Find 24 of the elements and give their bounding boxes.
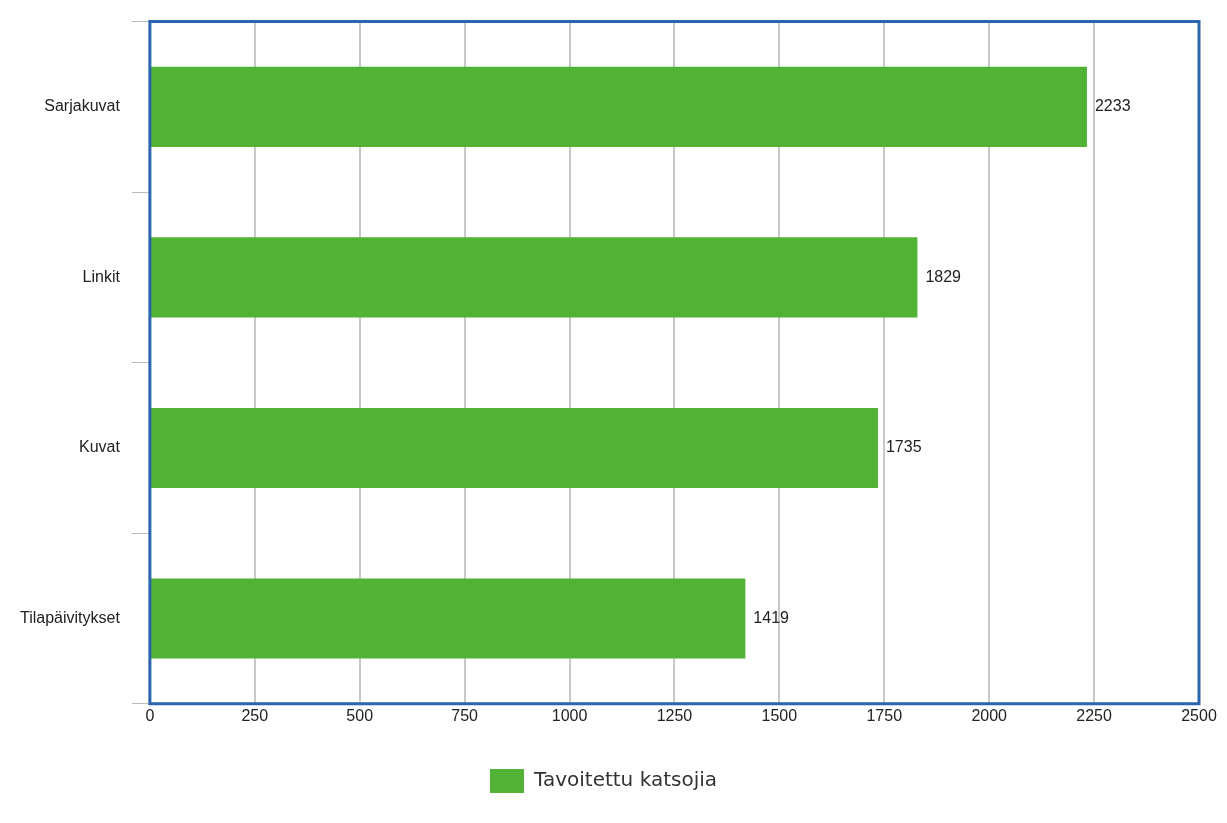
x-tick-label: 1000 [551,706,588,724]
x-tick-label: 1750 [866,706,903,724]
bar [150,578,746,659]
bar [150,407,878,489]
bar [150,237,918,318]
data-label: 1419 [753,608,790,626]
x-tick-label: 750 [451,706,479,724]
data-label: 1829 [925,267,962,285]
data-label: 1735 [885,438,922,456]
y-tick-label: Tilapäivitykset [19,608,121,626]
x-tick-label: 1500 [761,706,798,724]
y-tick-label: Sarjakuvat [44,97,121,115]
x-tick-label: 0 [145,706,155,724]
x-tick-label: 2000 [971,706,1008,724]
legend-label: Tavoitettu katsojia [533,767,718,792]
x-tick-label: 500 [346,706,374,724]
x-tick-label: 250 [241,706,269,724]
y-tick-label: Linkit [82,267,121,285]
y-tick-label: Kuvat [78,438,121,456]
x-tick-label: 2500 [1181,706,1217,724]
bar [150,66,1087,147]
x-tick-label: 2250 [1076,706,1112,724]
data-label: 2233 [1094,97,1131,115]
x-tick-label: 1250 [656,706,693,724]
